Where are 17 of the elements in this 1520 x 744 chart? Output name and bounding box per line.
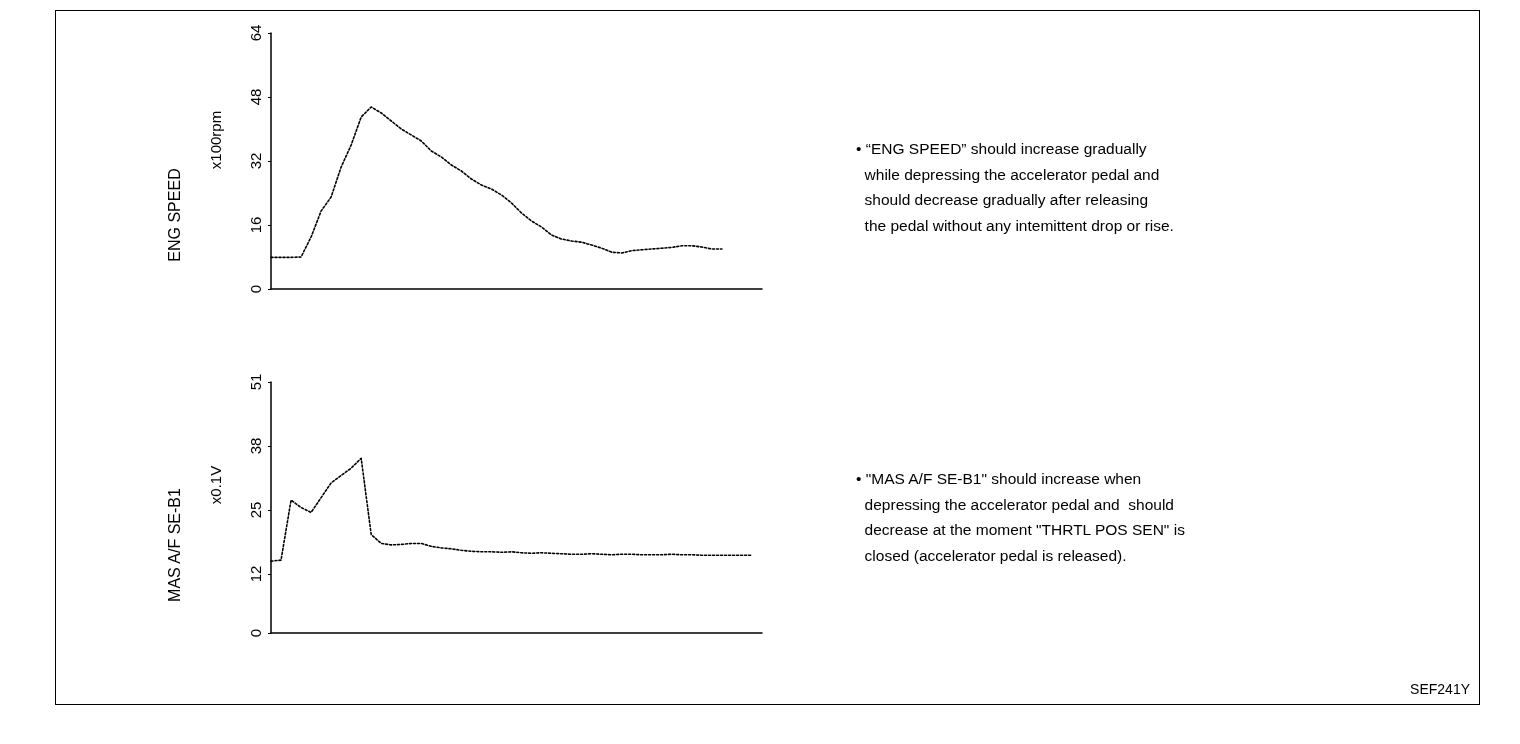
text: SEF241Y xyxy=(1410,681,1471,697)
y-tick-label: 12 xyxy=(247,565,264,583)
y-tick-label: 38 xyxy=(247,437,264,455)
y-tick-label: 51 xyxy=(247,373,264,391)
text: • “ENG SPEED” should increase gradually while depressing the accelerator pedal and should decrease gradually after releasing the pedal without any intemittent drop or rise. xyxy=(856,140,1174,234)
y-tick-label: 48 xyxy=(247,88,264,106)
y-tick-label: 0 xyxy=(247,284,264,294)
text: x0.1V xyxy=(206,465,224,505)
y-tick-label: 32 xyxy=(247,152,264,170)
y-tick-label: 0 xyxy=(247,628,264,638)
y-tick-label: 25 xyxy=(247,501,264,519)
text: x100rpm xyxy=(206,110,224,170)
y-tick-label: 64 xyxy=(247,24,264,42)
y-tick-label: 16 xyxy=(247,216,264,234)
y-axis-title: MAS A/F SE-B1 xyxy=(165,487,183,602)
text: • "MAS A/F SE-B1" should increase when depressing the accelerator pedal and should decrease at the moment "THRTL POS SEN" is closed (accelerator pedal is released). xyxy=(856,470,1186,564)
y-axis-title: ENG SPEED xyxy=(165,168,183,262)
